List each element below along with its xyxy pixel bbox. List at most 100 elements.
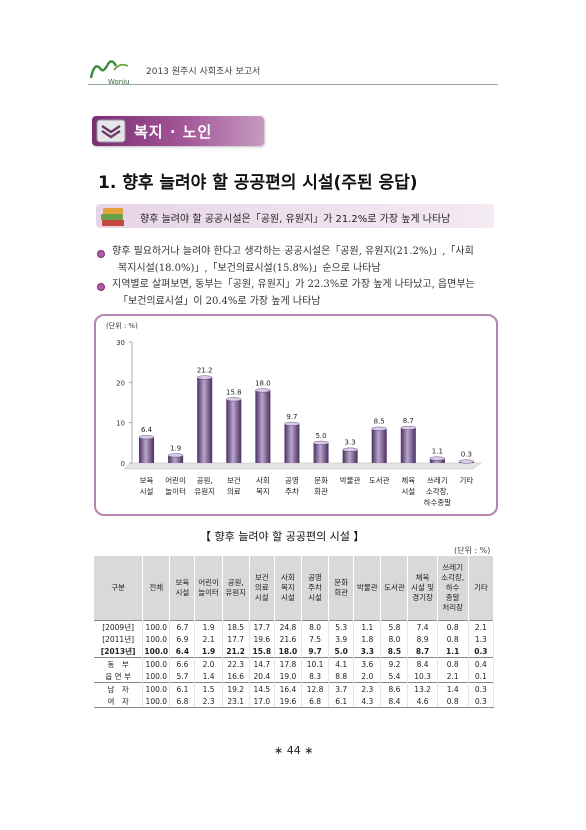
table-cell: 1.5 <box>194 682 223 695</box>
table-cell: 22.3 <box>222 657 250 670</box>
chart-category-label: 유원지 <box>194 487 215 496</box>
table-cell: 6.4 <box>169 645 196 658</box>
table-cell: 0.3 <box>468 695 495 708</box>
chart-category-label: 보건 <box>227 475 241 485</box>
table-cell: 21.6 <box>274 633 302 645</box>
chart-bar-cap <box>138 435 155 440</box>
chart-value-label: 1.1 <box>432 448 443 456</box>
header-text: 사회 <box>281 573 295 582</box>
table-header-cell: 사회 복지 시설 <box>274 556 302 621</box>
chart-value-label: 0.3 <box>461 451 472 459</box>
header-text: 처리장 <box>442 603 464 612</box>
table-cell: 7.4 <box>407 620 438 633</box>
table-cell: 1.4 <box>194 670 223 683</box>
table-cell: 10.1 <box>301 657 330 670</box>
chart-value-label: 8.7 <box>403 417 414 425</box>
table-cell: 5.4 <box>380 670 409 683</box>
chart-category-label: 쓰레기 <box>427 476 448 485</box>
table-header-cell: 공영 주차 시설 <box>301 556 330 621</box>
bullet-marker <box>97 250 105 258</box>
chart-bar <box>371 428 387 463</box>
chart-bar <box>342 449 358 463</box>
chart-category-label: 박물관 <box>340 475 361 485</box>
table-cell: 7.5 <box>301 633 330 645</box>
chart-value-label: 9.7 <box>286 413 297 421</box>
chart-bar <box>313 442 329 463</box>
bullet-line: 복지시설(18.0%)」,「보건의료시설(15.8%)」순으로 나타남 <box>118 263 381 274</box>
table-row: [2009년] 100.0 6.7 1.9 18.5 17.7 24.8 8.0 5.3 1.1 5… <box>94 620 495 633</box>
table-cell: 0.8 <box>437 695 469 708</box>
table-cell: 16.6 <box>222 670 250 683</box>
chart-category-label: 도서관 <box>369 475 390 485</box>
table-cell: 100.0 <box>142 670 171 683</box>
chart-value-label: 3.3 <box>345 439 356 447</box>
table-cell: 4.6 <box>407 695 438 708</box>
table-cell: 1.8 <box>353 633 382 645</box>
table-cell: 8.4 <box>407 657 438 670</box>
table-cell: 13.2 <box>407 682 438 695</box>
table-cell: 5.7 <box>169 670 196 683</box>
table-header-row: 구분 전체 보육 시설 어린이 놀이터 공원, 유원지 보건 의료 시설 사회 복지 시설 공영 주차 시설 문화… <box>94 556 495 621</box>
header-text: 박물관 <box>356 583 378 592</box>
data-table: 구분 전체 보육 시설 어린이 놀이터 공원, 유원지 보건 의료 시설 사회 복지 시설 공영 주차 시설 문화… <box>94 556 495 708</box>
table-cell: 1.3 <box>468 633 495 645</box>
header-text: 시설 <box>281 593 295 602</box>
chart-bar-cap <box>284 421 300 426</box>
chart-bar-cap <box>429 456 446 461</box>
table-cell: 3.3 <box>353 645 382 658</box>
header-text: 시설 및 <box>411 583 435 592</box>
header-text: 공원, <box>227 578 244 587</box>
table-cell: 6.6 <box>169 657 196 670</box>
table-header-cell: 어린이 놀이터 <box>194 556 223 621</box>
table-cell: 8.7 <box>407 645 438 658</box>
header-text: 시설 <box>175 588 190 597</box>
chart-value-label: 21.2 <box>197 366 213 374</box>
table-cell: 23.1 <box>222 695 250 708</box>
table-cell: 3.9 <box>328 633 355 645</box>
bullet-line: 향후 필요하거나 늘려야 한다고 생각하는 공공시설은「공원, 유원지(21.2… <box>112 246 474 257</box>
table-cell: 2.3 <box>194 695 223 708</box>
row-label: [2011년] <box>94 633 144 645</box>
row-label: [2009년] <box>94 620 144 633</box>
summary-highlight-text: 향후 늘려야 할 공공시설은「공원, 유원지」가 21.2%로 가장 높게 나타… <box>140 214 451 225</box>
table-cell: 0.3 <box>468 645 495 658</box>
chart-value-label: 8.5 <box>374 418 385 426</box>
chart-category-label: 복지 <box>256 487 270 496</box>
chart-bar <box>255 390 271 463</box>
table-cell: 2.0 <box>194 657 223 670</box>
table-header-cell: 문화 회관 <box>328 556 355 621</box>
table-cell: 21.2 <box>222 645 250 658</box>
header-text: 전체 <box>149 583 164 592</box>
table-header-cell: 도서관 <box>380 556 409 621</box>
chart-bar-cap <box>226 397 242 402</box>
table-row: [2013년] 100.0 6.4 1.9 21.2 15.8 18.0 9.7 5.0 3.3 8… <box>94 645 495 658</box>
chart-category-label: 공원, <box>197 476 213 485</box>
table-cell: 6.9 <box>169 633 196 645</box>
header-text: 어린이 <box>198 578 219 587</box>
table-cell: 8.5 <box>380 645 409 658</box>
table-cell: 10.3 <box>407 670 438 683</box>
table-cell: 8.3 <box>301 670 330 683</box>
table-cell: 8.0 <box>301 620 330 633</box>
table-row: 동 부 100.0 6.6 2.0 22.3 14.7 17.8 10.1 4.1 3.6 9.2 8… <box>94 657 495 670</box>
chart-bar <box>197 377 213 463</box>
header-text: 경기장 <box>412 593 433 602</box>
y-tick-label: 10 <box>116 420 125 428</box>
table-cell: 19.2 <box>222 682 250 695</box>
row-label: [2013년] <box>94 645 144 658</box>
table-cell: 14.7 <box>249 657 275 670</box>
table-cell: 17.7 <box>222 633 250 645</box>
document-header-title: 2013 원주시 사회조사 보고서 <box>146 67 261 77</box>
chart-unit-label: (단위 : %) <box>106 321 138 330</box>
table-cell: 0.8 <box>437 620 469 633</box>
table-cell: 2.0 <box>353 670 382 683</box>
header-text: 의료 <box>254 583 269 592</box>
table-header-cell: 쓰레기 소각장, 하수 종말 처리장 <box>437 556 469 621</box>
header-text: 보육 <box>175 578 190 587</box>
chart-floor <box>123 462 482 470</box>
table-cell: 5.3 <box>328 620 355 633</box>
header-text: 공영 <box>308 573 322 582</box>
chart-category-label: 어린이 <box>165 475 186 485</box>
table-cell: 15.8 <box>249 645 275 658</box>
